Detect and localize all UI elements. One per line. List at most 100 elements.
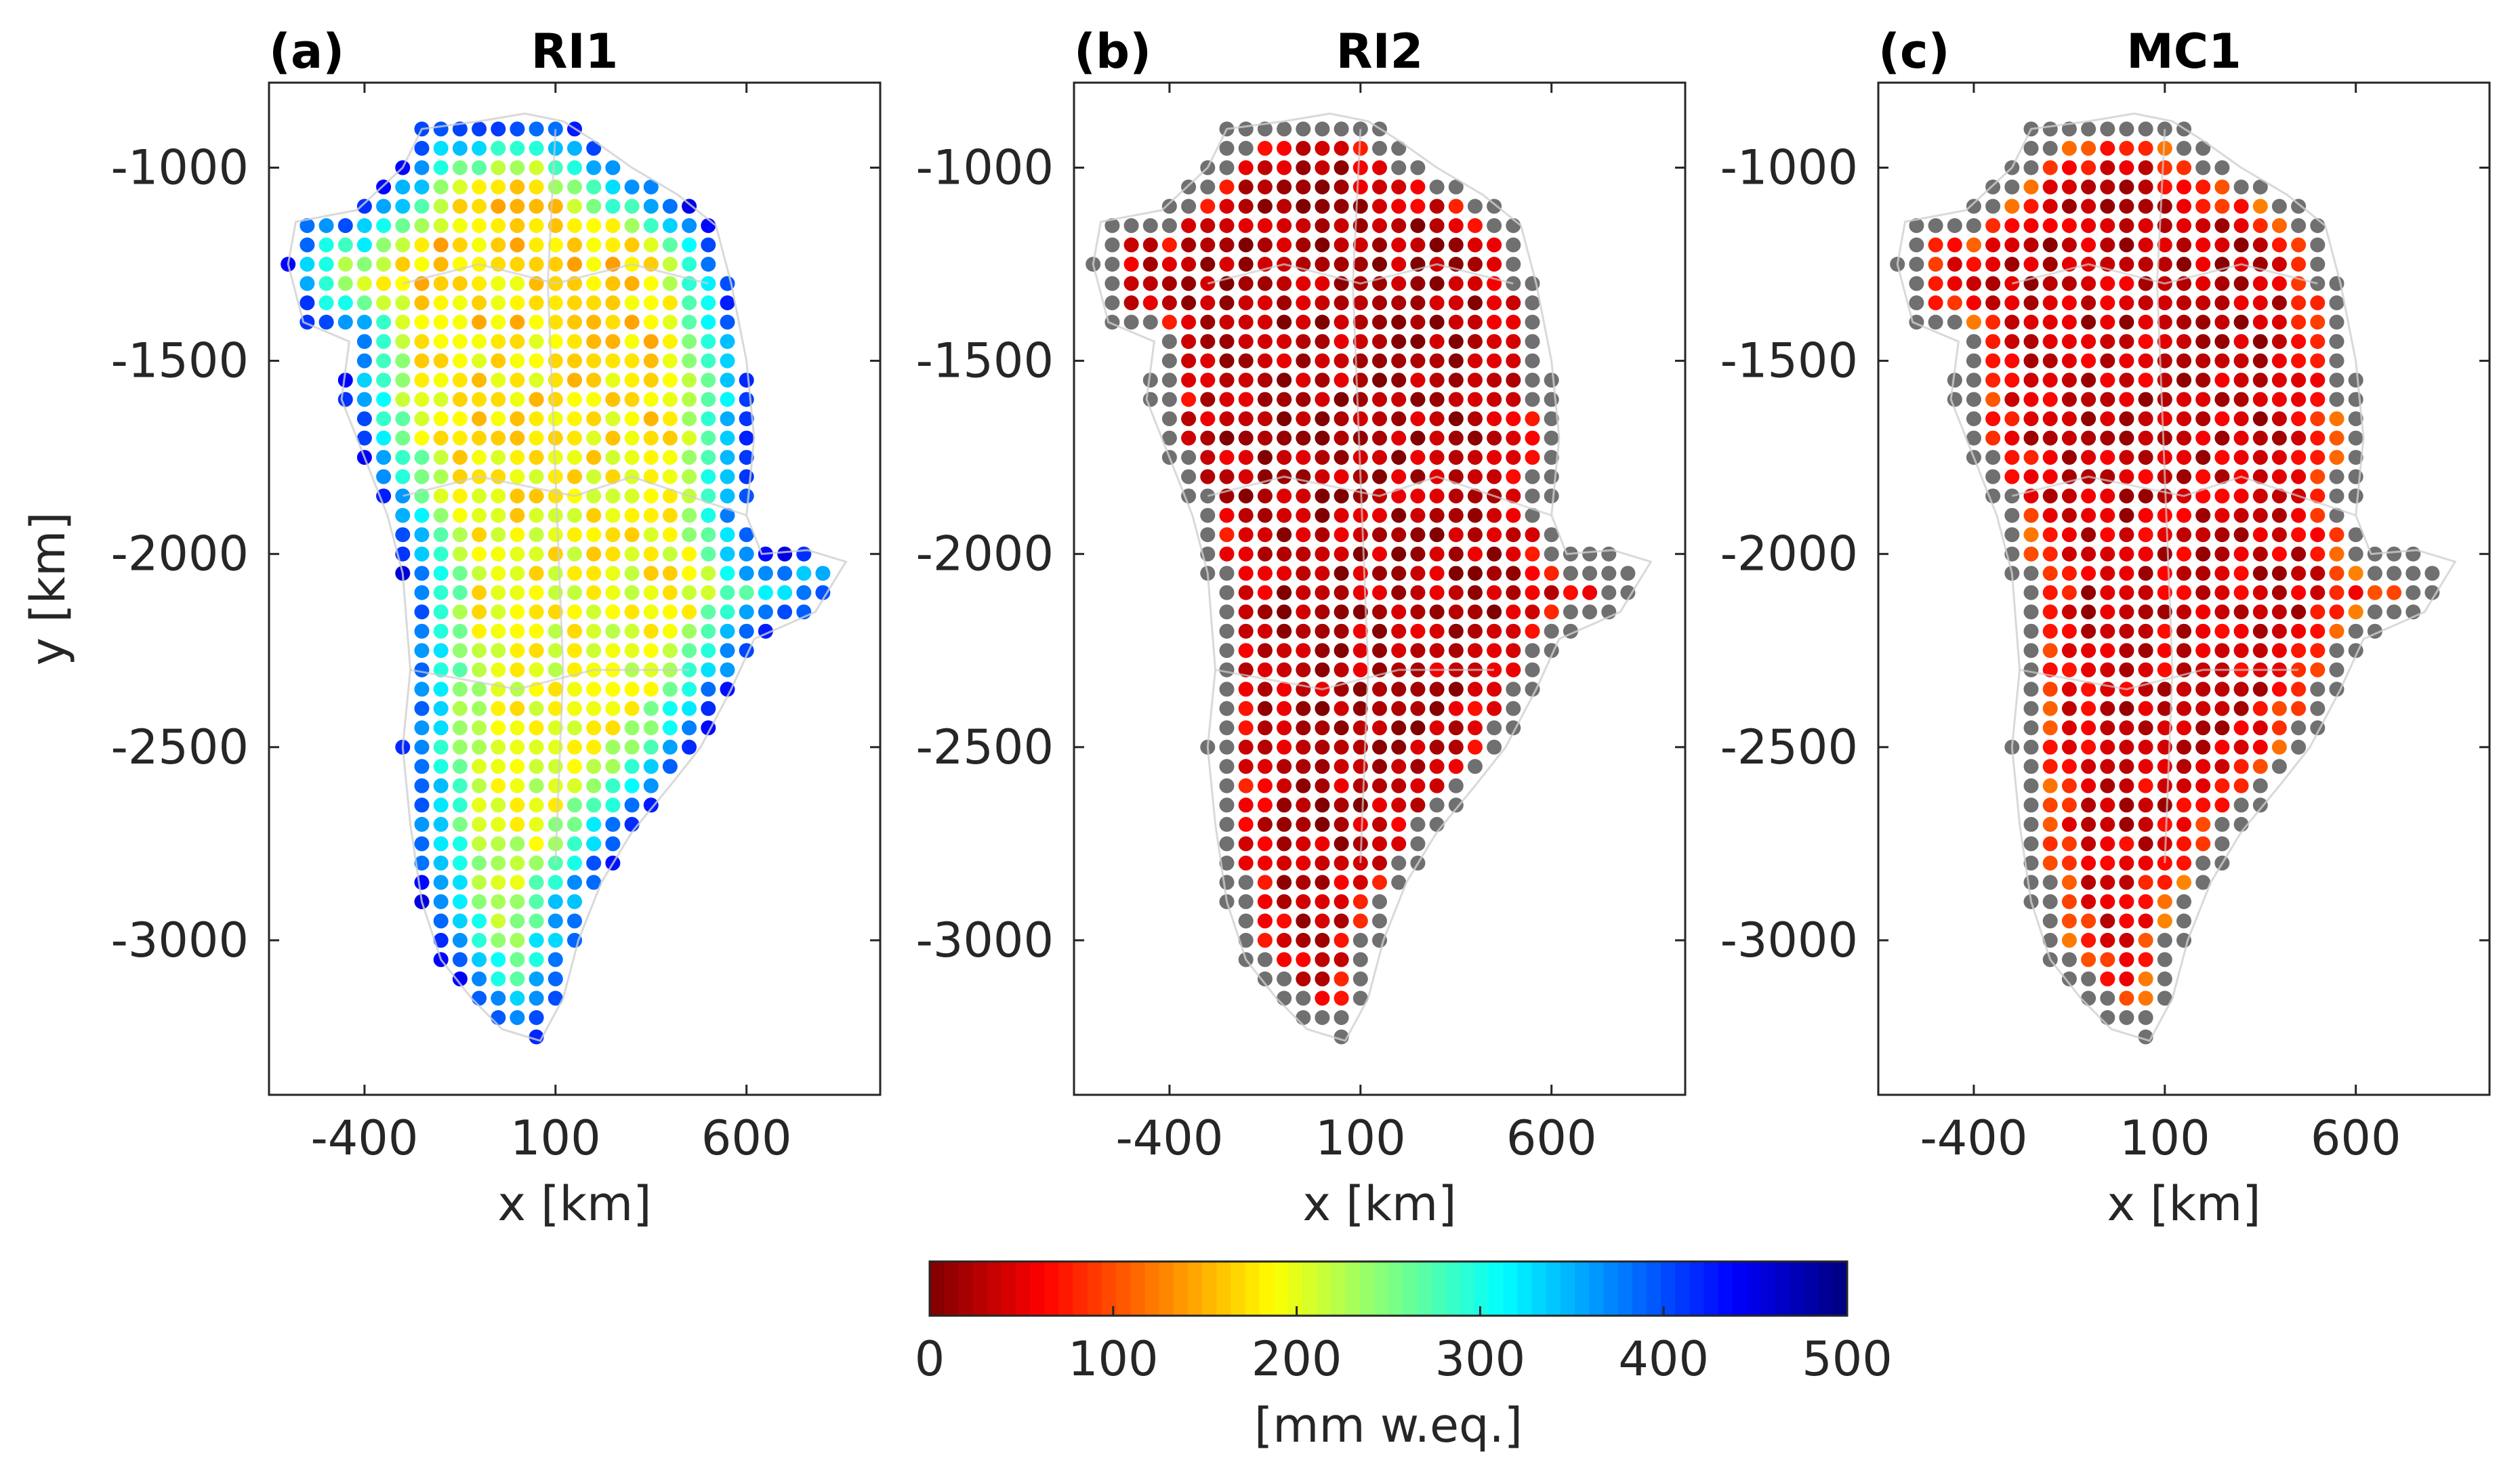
data-point <box>1487 257 1502 272</box>
data-point <box>2138 488 2153 504</box>
data-point <box>2291 295 2307 310</box>
data-point <box>1467 199 1483 214</box>
data-point <box>1296 759 1311 774</box>
data-point <box>2252 546 2268 562</box>
data-point <box>2061 971 2077 986</box>
data-point <box>510 701 525 716</box>
data-point <box>1334 778 1349 793</box>
data-point <box>2100 952 2115 967</box>
data-point <box>1296 836 1311 852</box>
data-point <box>1947 237 1962 253</box>
data-point <box>586 566 602 581</box>
data-point <box>548 160 563 175</box>
data-point <box>1352 701 1368 716</box>
data-point <box>2176 623 2191 639</box>
data-point <box>529 623 544 639</box>
data-point <box>299 237 315 253</box>
data-point <box>452 314 468 330</box>
data-point <box>2023 237 2039 253</box>
data-point <box>2233 199 2249 214</box>
data-point <box>433 392 449 407</box>
data-point <box>1315 160 1330 175</box>
data-point <box>529 507 544 523</box>
data-point <box>1257 739 1273 755</box>
data-point <box>2081 276 2096 291</box>
data-point <box>2042 237 2058 253</box>
data-point <box>1372 180 1387 194</box>
data-point <box>1257 875 1273 890</box>
data-point <box>682 430 697 446</box>
data-point <box>2004 430 2020 446</box>
colorbar-segment <box>1302 1261 1318 1316</box>
data-point <box>2291 450 2307 465</box>
data-point <box>643 797 659 813</box>
data-point <box>1219 237 1235 253</box>
data-point <box>2195 546 2211 562</box>
data-point <box>2042 276 2058 291</box>
data-point <box>1525 334 1540 350</box>
data-point <box>2233 180 2249 194</box>
data-point <box>1334 894 1349 909</box>
data-point <box>1257 373 1273 388</box>
data-point <box>1506 585 1521 600</box>
data-point <box>2252 488 2268 504</box>
data-point <box>2252 797 2268 813</box>
data-point <box>2214 546 2230 562</box>
data-point <box>682 527 697 543</box>
data-point <box>1277 411 1292 427</box>
data-point <box>1391 701 1407 716</box>
data-point <box>624 411 640 427</box>
data-point <box>567 836 582 852</box>
data-point <box>510 585 525 600</box>
data-point <box>662 257 678 272</box>
data-point <box>624 643 640 659</box>
data-point <box>2100 160 2115 175</box>
data-point <box>1200 334 1216 350</box>
data-point <box>1219 720 1235 736</box>
data-point <box>1448 720 1464 736</box>
data-point <box>1238 894 1254 909</box>
data-point <box>1506 430 1521 446</box>
data-point <box>2081 643 2096 659</box>
data-point <box>1200 411 1216 427</box>
data-point <box>2195 373 2211 388</box>
data-point <box>472 797 487 813</box>
data-point <box>1296 276 1311 291</box>
data-point <box>2157 875 2172 890</box>
data-point <box>2214 527 2230 543</box>
data-point <box>1467 585 1483 600</box>
data-point <box>1181 353 1197 369</box>
data-point <box>452 739 468 755</box>
data-point <box>1257 566 1273 581</box>
data-point <box>720 392 735 407</box>
data-point <box>643 199 659 214</box>
data-point <box>2195 334 2211 350</box>
data-point <box>1315 1010 1330 1025</box>
data-point <box>1257 778 1273 793</box>
data-point <box>2310 295 2326 310</box>
data-point <box>1410 623 1426 639</box>
data-point <box>1352 604 1368 620</box>
data-point <box>1544 411 1559 427</box>
data-point <box>567 682 582 697</box>
data-point <box>433 180 449 194</box>
data-point <box>1448 488 1464 504</box>
data-point <box>682 392 697 407</box>
data-point <box>1410 411 1426 427</box>
data-point <box>1467 218 1483 233</box>
data-point <box>1525 314 1540 330</box>
data-point <box>1315 527 1330 543</box>
data-point <box>2023 199 2039 214</box>
data-point <box>2176 334 2191 350</box>
data-point <box>605 585 621 600</box>
data-point <box>1104 237 1120 253</box>
data-point <box>567 701 582 716</box>
data-point <box>586 295 602 310</box>
data-point <box>548 952 563 967</box>
data-point <box>2214 411 2230 427</box>
data-point <box>1410 816 1426 832</box>
colorbar-segment <box>1503 1261 1519 1316</box>
data-point <box>1257 276 1273 291</box>
y-tick-label: -1000 <box>916 140 1054 195</box>
data-point <box>491 990 506 1006</box>
